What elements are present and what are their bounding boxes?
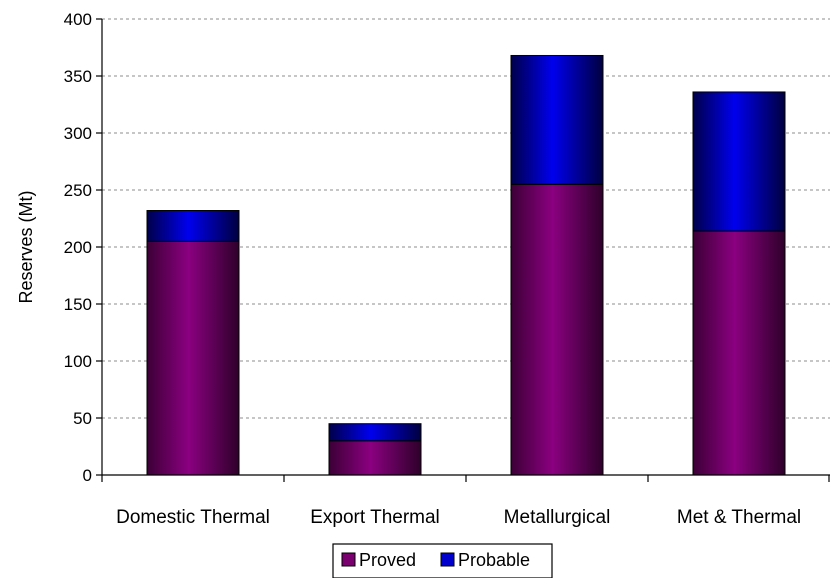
bar-probable (146, 210, 240, 242)
y-tick-label: 400 (64, 10, 92, 29)
x-tick-label: Domestic Thermal (116, 507, 270, 528)
bar-probable (328, 423, 422, 442)
legend: Proved Probable (332, 543, 553, 578)
bar-probable (510, 54, 604, 185)
y-tick-labels: 0 50 100 150 200 250 300 350 400 (64, 10, 102, 485)
y-tick-label: 50 (73, 409, 92, 428)
legend-swatch-proved (341, 552, 356, 567)
bar-proved (510, 183, 604, 476)
legend-label-proved: Proved (359, 550, 416, 570)
y-tick-label: 200 (64, 238, 92, 257)
y-tick-label: 0 (83, 466, 92, 485)
y-tick-label: 100 (64, 352, 92, 371)
legend-swatch-probable (440, 552, 455, 567)
x-tick-label: Metallurgical (504, 507, 611, 528)
x-tick-label: Met & Thermal (677, 507, 801, 528)
y-axis-title: Reserves (Mt) (16, 190, 36, 303)
bar-proved (692, 230, 786, 476)
y-tick-label: 250 (64, 181, 92, 200)
y-tick-label: 150 (64, 295, 92, 314)
bar-proved (328, 440, 422, 476)
y-tick-label: 300 (64, 124, 92, 143)
bar-proved (146, 240, 240, 476)
x-tick-label: Export Thermal (310, 507, 440, 528)
y-tick-label: 350 (64, 67, 92, 86)
x-tick-labels: Domestic Thermal Export Thermal Metallurgi… (101, 475, 830, 528)
legend-label-probable: Probable (458, 550, 530, 570)
bar-probable (692, 91, 786, 232)
bars (146, 54, 786, 476)
